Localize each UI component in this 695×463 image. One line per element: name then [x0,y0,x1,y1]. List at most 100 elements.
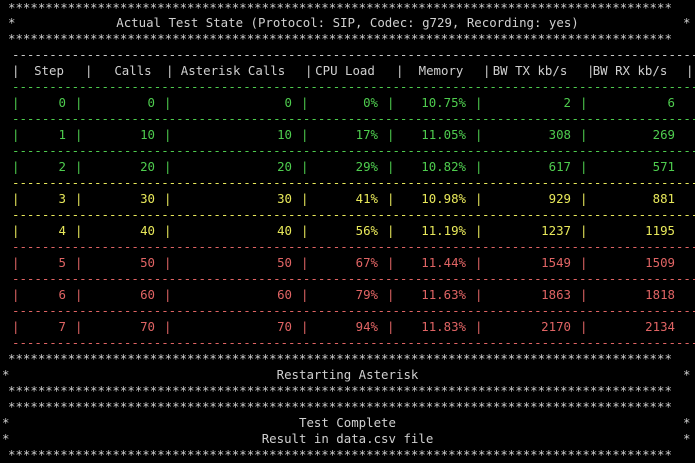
border-star: * [8,15,16,30]
title-line: * Actual Test State (Protocol: SIP, Codec… [0,15,695,31]
separator-dashes: ----------------------------------------… [12,207,695,222]
row-separator: ----------------------------------------… [0,47,695,63]
border-star: * [2,431,10,446]
column-divider: | [164,223,172,238]
column-divider: | [580,223,588,238]
column-divider: | [12,95,20,110]
border-star: * [683,367,691,382]
column-divider: | [387,95,395,110]
bw-tx-cell: 1237 [541,223,571,238]
border-star: * [683,15,691,30]
step-cell: 6 [58,287,66,302]
column-divider: | [483,63,491,78]
cpu-load-cell: 29% [355,159,378,174]
column-divider: | [580,95,588,110]
step-cell: 5 [58,255,66,270]
cpu-load-cell: 56% [355,223,378,238]
column-divider: | [580,319,588,334]
calls-cell: 50 [140,255,155,270]
bw-tx-cell: 308 [548,127,571,142]
table-row-step-3: | 3 | 30 | 30 | 41% | 10.98% | 929 | 881 [0,191,695,207]
border-stars: ****************************************… [8,0,672,15]
bw-rx-cell: 1195 [645,223,675,238]
column-header: Step [34,63,64,78]
calls-cell: 20 [140,159,155,174]
cpu-load-cell: 0% [363,95,378,110]
column-divider: | [387,191,395,206]
bw-tx-cell: 1549 [541,255,571,270]
asterisk-calls-cell: 40 [277,223,292,238]
calls-cell: 0 [147,95,155,110]
memory-cell: 11.05% [421,127,466,142]
star-border: ****************************************… [0,383,695,399]
column-header: BW TX kb/s [492,63,568,78]
step-cell: 1 [58,127,66,142]
bw-tx-cell: 929 [548,191,571,206]
column-divider: | [301,159,309,174]
border-stars: ****************************************… [8,31,672,46]
column-divider: | [12,63,20,78]
column-divider: | [387,127,395,142]
bw-tx-cell: 2 [563,95,571,110]
column-divider: | [166,63,174,78]
column-divider: | [12,191,20,206]
table-row-step-6: | 6 | 60 | 60 | 79% | 11.63% | 1863 | 1818 [0,287,695,303]
column-divider: | [301,255,309,270]
column-divider: | [75,255,83,270]
bw-rx-cell: 1509 [645,255,675,270]
bw-rx-cell: 2134 [645,319,675,334]
table-row-step-4: | 4 | 40 | 40 | 56% | 11.19% | 1237 | 1195 [0,223,695,239]
column-divider: | [301,287,309,302]
memory-cell: 10.82% [421,159,466,174]
memory-cell: 10.75% [421,95,466,110]
table-row-step-7: | 7 | 70 | 70 | 94% | 11.83% | 2170 | 2134 [0,319,695,335]
cpu-load-cell: 67% [355,255,378,270]
memory-cell: 11.63% [421,287,466,302]
bw-tx-cell: 1863 [541,287,571,302]
bw-rx-cell: 269 [652,127,675,142]
column-divider: | [580,127,588,142]
cpu-load-cell: 79% [355,287,378,302]
border-stars: ****************************************… [8,399,672,414]
calls-cell: 10 [140,127,155,142]
row-separator: ----------------------------------------… [0,111,695,127]
asterisk-calls-cell: 50 [277,255,292,270]
row-separator: ----------------------------------------… [0,335,695,351]
step-cell: 7 [58,319,66,334]
column-divider: | [85,63,93,78]
column-divider: | [164,255,172,270]
column-divider: | [475,191,483,206]
test-complete-message: Test Complete [299,415,396,430]
step-cell: 3 [58,191,66,206]
memory-cell: 11.19% [421,223,466,238]
column-divider: | [587,63,595,78]
column-divider: | [301,127,309,142]
star-border: ****************************************… [0,399,695,415]
column-divider: | [75,95,83,110]
column-divider: | [164,159,172,174]
column-divider: | [387,159,395,174]
row-separator: ----------------------------------------… [0,239,695,255]
column-divider: | [301,319,309,334]
bw-rx-cell: 6 [667,95,675,110]
memory-cell: 11.44% [421,255,466,270]
column-divider: | [164,287,172,302]
column-divider: | [301,191,309,206]
table-row-step-5: | 5 | 50 | 50 | 67% | 11.44% | 1549 | 1509 [0,255,695,271]
table-row-step-2: | 2 | 20 | 20 | 29% | 10.82% | 617 | 571 [0,159,695,175]
column-divider: | [475,127,483,142]
asterisk-calls-cell: 60 [277,287,292,302]
border-star: * [2,415,10,430]
separator-dashes: ----------------------------------------… [12,143,695,158]
table-row-step-0: | 0 | 0 | 0 | 0% | 10.75% | 2 | 6 [0,95,695,111]
test-state-title: Actual Test State (Protocol: SIP, Codec:… [116,15,579,30]
separator-dashes: ----------------------------------------… [12,79,695,94]
column-divider: | [580,159,588,174]
calls-cell: 30 [140,191,155,206]
column-divider: | [301,223,309,238]
row-separator: ----------------------------------------… [0,175,695,191]
column-divider: | [686,63,694,78]
column-header: Calls [114,63,152,78]
calls-cell: 40 [140,223,155,238]
column-divider: | [475,287,483,302]
